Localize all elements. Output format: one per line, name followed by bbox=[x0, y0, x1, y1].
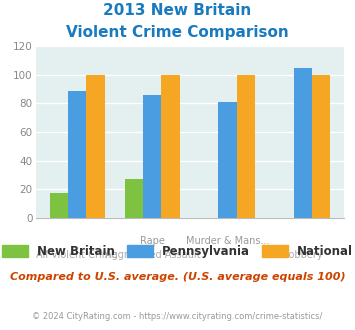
Bar bbox=[162, 75, 180, 218]
Text: Aggravated Assault: Aggravated Assault bbox=[105, 250, 200, 260]
Bar bbox=[143, 95, 162, 218]
Text: Violent Crime Comparison: Violent Crime Comparison bbox=[66, 25, 289, 40]
Text: Rape: Rape bbox=[140, 236, 165, 246]
Bar bbox=[294, 68, 312, 218]
Bar bbox=[218, 102, 237, 218]
Text: Murder & Mans...: Murder & Mans... bbox=[186, 236, 269, 246]
Legend: New Britain, Pennsylvania, National: New Britain, Pennsylvania, National bbox=[0, 242, 355, 262]
Text: © 2024 CityRating.com - https://www.cityrating.com/crime-statistics/: © 2024 CityRating.com - https://www.city… bbox=[32, 312, 323, 321]
Bar bbox=[237, 75, 255, 218]
Bar bbox=[125, 179, 143, 218]
Bar bbox=[312, 75, 330, 218]
Text: Compared to U.S. average. (U.S. average equals 100): Compared to U.S. average. (U.S. average … bbox=[10, 272, 345, 282]
Bar bbox=[86, 75, 105, 218]
Text: Robbery: Robbery bbox=[283, 250, 323, 260]
Text: 2013 New Britain: 2013 New Britain bbox=[103, 3, 252, 18]
Bar bbox=[68, 90, 86, 218]
Text: All Violent Crime: All Violent Crime bbox=[37, 250, 118, 260]
Bar bbox=[50, 193, 68, 218]
